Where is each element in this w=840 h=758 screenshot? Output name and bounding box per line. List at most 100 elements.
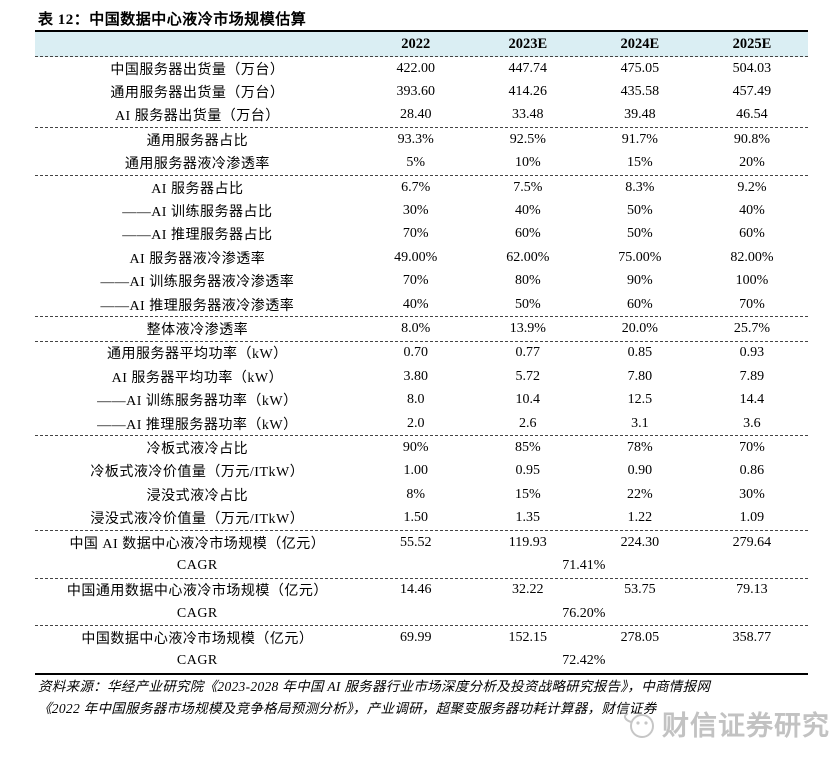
row-value: 62.00% xyxy=(506,249,550,265)
table-row: ——AI 训练服务器液冷渗透率 70% 80% 90% 100% xyxy=(35,270,808,293)
watermark: 财信证券研究 xyxy=(621,704,830,743)
table-row: CAGR 76.20% xyxy=(35,602,808,625)
row-value: 0.85 xyxy=(627,345,653,361)
brand-logo-icon xyxy=(623,712,654,738)
row-value: 49.00% xyxy=(394,249,438,265)
row-value: 0.70 xyxy=(403,345,428,361)
row-value: 79.13 xyxy=(736,582,768,598)
row-value: 70% xyxy=(402,273,429,289)
row-value: 80% xyxy=(514,273,541,289)
table-row: 中国数据中心液冷市场规模（亿元） 69.99 152.15 278.05 358.77 xyxy=(35,626,808,649)
row-value: 152.15 xyxy=(508,630,548,646)
table-row: 中国 AI 数据中心液冷市场规模（亿元） 55.52 119.93 224.30 279… xyxy=(35,531,808,554)
table-row: ——AI 推理服务器液冷渗透率 40% 50% 60% 70% xyxy=(35,293,808,316)
row-value: 60% xyxy=(739,226,765,242)
table-row-group: AI 服务器占比 6.7% 7.5% 8.3% 9.2% ——AI 训练服务器占比 30% 4… xyxy=(35,176,808,318)
table-row: 通用服务器平均功率（kW） 0.70 0.77 0.85 0.93 xyxy=(35,342,808,365)
row-value: 358.77 xyxy=(732,630,772,646)
row-label: 冷板式液冷价值量（万元/ITkW） xyxy=(90,465,305,481)
row-value: 85% xyxy=(514,439,541,455)
header-year-2024e: 2024E xyxy=(620,35,660,52)
row-value: 0.93 xyxy=(739,345,765,361)
row-value: 75.00% xyxy=(618,249,662,265)
row-value: 90.8% xyxy=(733,131,771,147)
row-value: 33.48 xyxy=(512,107,544,123)
table-row-group: 通用服务器平均功率（kW） 0.70 0.77 0.85 0.93 AI 服务器平均功率（… xyxy=(35,342,808,437)
table-row: AI 服务器占比 6.7% 7.5% 8.3% 9.2% xyxy=(35,176,808,199)
table-row-group: 中国通用数据中心液冷市场规模（亿元） 14.46 32.22 53.75 79.13 CA… xyxy=(35,579,808,627)
row-value: 25.7% xyxy=(733,320,771,336)
row-value: 78% xyxy=(627,439,653,455)
row-label: 浸没式液冷占比 xyxy=(146,488,249,504)
row-value: 60% xyxy=(514,226,541,242)
row-label: 中国数据中心液冷市场规模（亿元） xyxy=(81,632,314,648)
row-value: 278.05 xyxy=(620,630,660,646)
row-value: 2.6 xyxy=(519,415,537,431)
row-value: 55.52 xyxy=(399,534,432,550)
row-label: ——AI 推理服务器液冷渗透率 xyxy=(100,298,295,314)
source-note-line2: 《2022 年中国服务器市场规模及竞争格局预测分析》，产业调研，超聚变服务器功耗… xyxy=(38,700,657,716)
table-row: ——AI 推理服务器功率（kW） 2.0 2.6 3.1 3.6 xyxy=(35,412,808,435)
row-value: 457.49 xyxy=(732,84,772,100)
table-body: 中国服务器出货量（万台） 422.00 447.74 475.05 504.03 通用服务… xyxy=(35,57,808,673)
row-label: ——AI 推理服务器功率（kW） xyxy=(97,417,298,433)
table-row: 整体液冷渗透率 8.0% 13.9% 20.0% 25.7% xyxy=(35,317,808,340)
table-row: 浸没式液冷占比 8% 15% 22% 30% xyxy=(35,483,808,506)
source-note-line1: 资料来源：华经产业研究院《2023-2028 年中国 AI 服务器行业市场深度分… xyxy=(38,679,711,694)
table-row: 通用服务器出货量（万台） 393.60 414.26 435.58 457.49 xyxy=(35,80,808,103)
row-value: 50% xyxy=(514,296,541,312)
row-value: 5.72 xyxy=(515,368,541,384)
table-row: 冷板式液冷价值量（万元/ITkW） 1.00 0.95 0.90 0.86 xyxy=(35,460,808,483)
row-value: 504.03 xyxy=(732,60,772,76)
table-row-group: 冷板式液冷占比 90% 85% 78% 70% 冷板式液冷价值量（万元/ITkW） 1.00… xyxy=(35,436,808,531)
row-value: 0.77 xyxy=(515,345,541,361)
row-value: 9.2% xyxy=(737,179,767,195)
table-row: 中国通用数据中心液冷市场规模（亿元） 14.46 32.22 53.75 79.13 xyxy=(35,579,808,602)
row-value: 3.80 xyxy=(403,368,428,384)
row-value: 5% xyxy=(406,155,426,171)
row-value: 22% xyxy=(627,486,653,502)
row-value: 32.22 xyxy=(512,582,544,598)
watermark-text: 财信证券研究 xyxy=(662,711,830,741)
row-value: 90% xyxy=(627,273,653,289)
row-label: AI 服务器平均功率（kW） xyxy=(111,370,284,386)
row-value: 475.05 xyxy=(620,60,660,76)
row-value: 3.1 xyxy=(631,415,649,431)
row-value: 1.22 xyxy=(627,510,653,526)
row-value: 69.99 xyxy=(399,630,432,646)
row-value: 50% xyxy=(627,226,653,242)
table-row-group: 中国数据中心液冷市场规模（亿元） 69.99 152.15 278.05 358.77 C… xyxy=(35,626,808,673)
row-value: 28.40 xyxy=(399,107,432,123)
table-row: CAGR 71.41% xyxy=(35,554,808,577)
row-label: 通用服务器占比 xyxy=(146,133,249,149)
table-title: 表 12：中国数据中心液冷市场规模估算 xyxy=(38,12,307,28)
row-value: 53.75 xyxy=(624,582,656,598)
table-row: 通用服务器占比 93.3% 92.5% 91.7% 90.8% xyxy=(35,128,808,151)
table-row: 中国服务器出货量（万台） 422.00 447.74 475.05 504.03 xyxy=(35,57,808,80)
table-row: ——AI 训练服务器占比 30% 40% 50% 40% xyxy=(35,199,808,222)
row-label: 通用服务器液冷渗透率 xyxy=(124,157,270,173)
table-row: AI 服务器液冷渗透率 49.00% 62.00% 75.00% 82.00% xyxy=(35,246,808,269)
row-label: ——AI 训练服务器占比 xyxy=(122,205,273,221)
row-label: 中国通用数据中心液冷市场规模（亿元） xyxy=(66,584,328,600)
row-value: 2.0 xyxy=(406,415,425,431)
row-label: 冷板式液冷占比 xyxy=(146,441,249,457)
row-value: 279.64 xyxy=(732,534,772,550)
row-value: 70% xyxy=(402,226,429,242)
table-row-group: 中国 AI 数据中心液冷市场规模（亿元） 55.52 119.93 224.30 279… xyxy=(35,531,808,579)
row-label: CAGR xyxy=(176,557,218,573)
row-value: 7.5% xyxy=(513,179,543,195)
row-value: 70% xyxy=(739,439,765,455)
row-merged-value: 72.42% xyxy=(562,653,606,669)
row-value: 92.5% xyxy=(509,131,546,147)
row-value: 15% xyxy=(514,486,541,502)
row-value: 0.86 xyxy=(739,463,765,479)
row-value: 14.4 xyxy=(739,392,765,408)
row-value: 224.30 xyxy=(620,534,660,550)
row-value: 1.09 xyxy=(739,510,765,526)
row-label: 中国服务器出货量（万台） xyxy=(110,62,285,78)
row-label: 浸没式液冷价值量（万元/ITkW） xyxy=(90,512,305,528)
row-value: 422.00 xyxy=(396,60,435,76)
row-value: 7.80 xyxy=(627,368,653,384)
row-merged-value: 76.20% xyxy=(562,605,606,621)
